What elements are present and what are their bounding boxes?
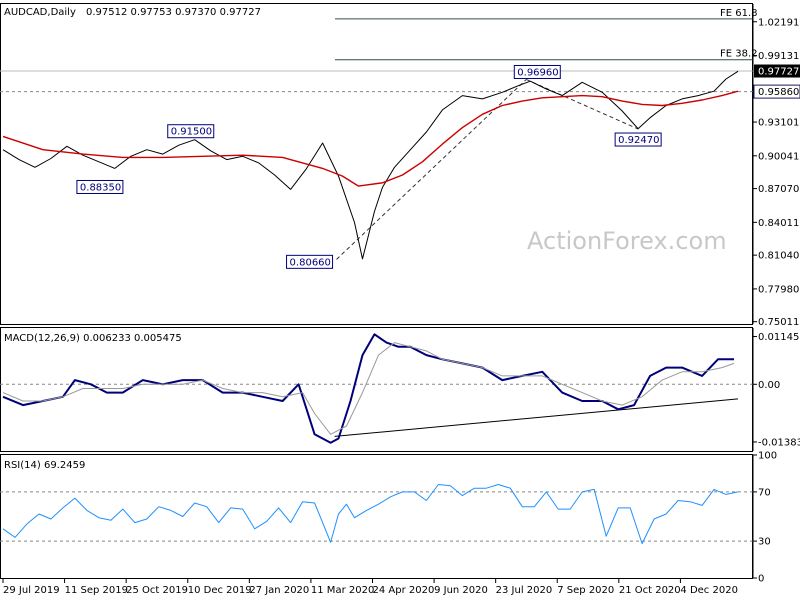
macd-axis-tick-label: -0.013831 xyxy=(758,437,800,448)
annotation-label: 0.80660 xyxy=(290,257,331,268)
price-axis-tick-label: 0.81040 xyxy=(758,251,799,262)
macd-trendline xyxy=(334,398,739,437)
series-rsi xyxy=(2,484,739,545)
annotation-box xyxy=(167,124,215,139)
annotation-label: 0.91500 xyxy=(171,127,212,138)
series-macd xyxy=(2,333,734,444)
rsi-axis-tick-label: 0 xyxy=(758,574,764,585)
x-axis-tick-label: 10 Dec 2019 xyxy=(188,585,252,596)
price-axis-tick-label: 0.90041 xyxy=(758,151,799,162)
x-axis-tick-label: 25 Oct 2019 xyxy=(126,585,188,596)
x-axis-tick-label: 11 Mar 2020 xyxy=(311,585,374,596)
level-price-label: 0.95860 xyxy=(758,87,799,98)
price-trendline xyxy=(336,79,527,260)
x-axis-tick-label: 27 Jan 2020 xyxy=(249,585,309,596)
annotation-box xyxy=(614,132,662,147)
rsi-panel: RSI(14) 69.2459 100 70 30 0 xyxy=(0,451,777,585)
rsi-axis-tick-label: 100 xyxy=(758,451,777,462)
series-ma xyxy=(2,90,739,187)
price-panel-frame xyxy=(0,3,753,325)
last-price-label-box xyxy=(754,64,800,78)
fib-level-label: FE 61.8 xyxy=(720,8,758,19)
macd-title: MACD(12,26,9) 0.006233 0.005475 xyxy=(4,333,182,344)
annotation-box xyxy=(286,254,334,269)
price-axis-tick-label: 1.02191 xyxy=(758,17,799,28)
fib-level-label: FE 38.2 xyxy=(720,49,758,60)
x-axis-tick-label: 29 Jul 2019 xyxy=(3,585,60,596)
macd-axis-tick-label: 0.00 xyxy=(758,380,780,391)
x-axis-tick-label: 4 Dec 2020 xyxy=(680,585,738,596)
watermark: ActionForex.com xyxy=(527,227,727,255)
macd-panel: MACD(12,26,9) 0.006233 0.005475 0.011452… xyxy=(0,327,800,452)
level-price-label-box xyxy=(753,84,800,99)
rsi-axis-tick-label: 30 xyxy=(758,537,771,548)
series-signal xyxy=(2,342,735,435)
annotation-box xyxy=(513,64,561,79)
price-layer: FE 61.8 FE 38.2 0.88350 0.91500 0.80660 0.969… xyxy=(0,4,800,328)
x-axis-tick-label: 7 Sep 2020 xyxy=(557,585,614,596)
price-panel: ActionForex.com AUDCAD,Daily 0.97512 0.9… xyxy=(0,3,800,328)
annotation-label: 0.96960 xyxy=(517,67,558,78)
rsi-layer: 100 70 30 0 xyxy=(0,451,777,585)
annotation-label: 0.92470 xyxy=(618,135,659,146)
x-axis-tick-label: 21 Oct 2020 xyxy=(619,585,681,596)
rsi-axis-tick-label: 70 xyxy=(758,487,771,498)
price-axis-tick-label: 0.75011 xyxy=(758,317,799,328)
price-axis-tick-label: 0.93101 xyxy=(758,118,799,129)
annotation-label: 0.88350 xyxy=(80,182,121,193)
price-axis-tick-label: 0.87070 xyxy=(758,184,799,195)
macd-layer: 0.011452 0.00 -0.013831 xyxy=(0,328,800,451)
price-axis-tick-label: 0.84011 xyxy=(758,218,799,229)
x-axis-tick-label: 24 Apr 2020 xyxy=(373,585,435,596)
series-price xyxy=(2,70,739,260)
x-axis-tick-label: 9 Jun 2020 xyxy=(434,585,488,596)
annotation-box xyxy=(76,179,124,194)
price-axis-tick-label: 0.77980 xyxy=(758,284,799,295)
price-axis-tick-label: 0.99131 xyxy=(758,51,799,62)
price-trendline xyxy=(526,79,639,130)
header-ohlc: 0.97512 0.97753 0.97370 0.97727 xyxy=(86,7,261,18)
last-price-label: 0.97727 xyxy=(758,67,799,78)
rsi-title: RSI(14) 69.2459 xyxy=(4,460,85,471)
x-axis-tick-label: 11 Sep 2019 xyxy=(65,585,128,596)
macd-axis-tick-label: 0.011452 xyxy=(758,332,800,343)
header-symbol: AUDCAD,Daily xyxy=(4,7,76,18)
rsi-panel-frame xyxy=(0,454,753,579)
x-axis-tick-label: 23 Jul 2020 xyxy=(496,585,553,596)
